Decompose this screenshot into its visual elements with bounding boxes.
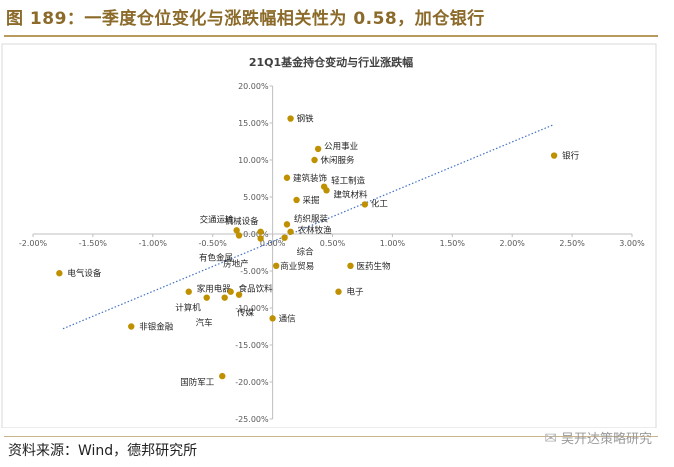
- data-point-label: 家用电器: [197, 284, 232, 295]
- y-tick-label: 15.00%: [238, 119, 269, 128]
- x-tick-label: 1.00%: [380, 239, 406, 248]
- data-point-label: 汽车: [196, 318, 213, 329]
- data-point: [128, 323, 135, 330]
- y-tick-label: -15.00%: [235, 341, 269, 350]
- x-tick-label: 2.00%: [499, 239, 525, 248]
- x-tick-label: 0.00%: [260, 239, 286, 248]
- x-tick-label: -1.50%: [79, 239, 108, 248]
- data-point: [272, 262, 280, 270]
- watermark: ✉ 吴开达策略研究: [544, 428, 652, 448]
- data-point: [287, 228, 294, 235]
- data-point-label: 房地产: [223, 258, 249, 269]
- source-divider: [4, 436, 658, 437]
- y-tick-label: -10.00%: [235, 304, 269, 313]
- data-point-label: 食品饮料: [239, 284, 274, 295]
- data-point-label: 农林牧渔: [298, 225, 333, 236]
- data-point: [235, 291, 243, 298]
- data-point-label: 商业贸易: [280, 261, 314, 272]
- data-point-label: 钢铁: [297, 114, 315, 125]
- y-tick-label: 5.00%: [243, 193, 269, 202]
- data-point-label: 电气设备: [67, 268, 102, 279]
- data-point-label: 建筑材料: [334, 189, 369, 200]
- data-point: [281, 234, 288, 241]
- data-point-label: 公用事业: [324, 141, 358, 152]
- y-tick-labels: 20.00% 15.00% 10.00% 5.00% 0.00% -5.00% -10.00…: [235, 82, 269, 424]
- y-tick-label: -25.00%: [235, 415, 269, 424]
- data-point-label: 休闲服务: [321, 155, 356, 166]
- data-point: [269, 315, 276, 322]
- data-point: [203, 294, 210, 301]
- data-point-label: 轻工制造: [331, 176, 366, 187]
- data-point: [550, 152, 558, 159]
- watermark-text: 吴开达策略研究: [560, 432, 652, 447]
- data-point-label: 银行: [562, 151, 580, 162]
- data-point: [235, 232, 243, 239]
- data-point-label: 计算机: [175, 303, 201, 314]
- data-point: [219, 372, 226, 380]
- data-point: [314, 145, 322, 153]
- data-point-label: 建筑装饰: [293, 173, 328, 184]
- axes: [32, 85, 633, 420]
- data-point-label: 国防军工: [180, 377, 215, 388]
- trendline-group: [62, 123, 555, 330]
- data-point: [283, 174, 291, 181]
- data-point: [347, 262, 354, 270]
- title-divider: [4, 35, 658, 37]
- data-point-label: 综合: [297, 247, 315, 258]
- figure-title: 图 189：一季度仓位变化与涨跌幅相关性为 0.58，加仓银行: [6, 9, 485, 29]
- data-point-label: 有色金属: [199, 252, 233, 263]
- data-point-label: 电子: [346, 287, 364, 298]
- data-point-label: 交通运输: [200, 214, 235, 225]
- data-point-label: 通信: [279, 313, 297, 324]
- data-point: [227, 288, 234, 295]
- y-tick-label: -20.00%: [235, 378, 269, 387]
- chart-frame: [1, 43, 657, 428]
- data-point-label: 化工: [371, 198, 389, 209]
- data-point-label: 传媒: [237, 308, 255, 319]
- x-tick-label: -0.50%: [199, 239, 228, 248]
- trendline: [62, 123, 555, 330]
- data-point: [257, 228, 264, 235]
- x-tick-label: 2.50%: [559, 239, 585, 248]
- y-tick-label: 20.00%: [238, 82, 269, 91]
- data-point: [323, 187, 330, 194]
- x-tick-label: -2.00%: [19, 239, 48, 248]
- y-tick-label: 10.00%: [238, 156, 269, 165]
- data-point: [287, 115, 294, 122]
- scatter-chart: 21Q1基金持仓变动与行业涨跌幅 20.00% 15.00% 10.00% 5.00%…: [1, 43, 657, 428]
- data-point: [361, 201, 369, 208]
- data-point-label: 纺织服装: [294, 213, 329, 224]
- x-tick-labels: -2.00% -1.50% -1.00% -0.50% 0.00% 0.50% 1.00% 1…: [19, 239, 645, 248]
- data-point: [233, 227, 240, 234]
- data-point: [293, 196, 300, 204]
- data-point: [185, 288, 192, 295]
- data-point: [335, 288, 342, 295]
- data-point-label: 非银金融: [139, 322, 174, 333]
- data-point: [257, 235, 264, 242]
- data-point-label: 机械设备: [225, 216, 260, 227]
- data-point-label: 采掘: [303, 195, 320, 206]
- x-tick-label: 0.50%: [320, 239, 346, 248]
- wechat-icon: ✉: [544, 428, 557, 447]
- data-point: [283, 221, 291, 228]
- x-tick-label: 1.50%: [440, 239, 466, 248]
- y-tick-label: 0.00%: [243, 230, 269, 239]
- data-point: [221, 294, 228, 301]
- x-tick-label: -1.00%: [139, 239, 168, 248]
- y-tick-label: -5.00%: [240, 267, 269, 276]
- data-point: [311, 156, 318, 164]
- data-point: [56, 270, 63, 277]
- x-tick-label: 3.00%: [619, 239, 645, 248]
- chart-title: 21Q1基金持仓变动与行业涨跌幅: [249, 55, 413, 69]
- source-note: 资料来源：Wind，德邦研究所: [8, 443, 198, 459]
- data-point-label: 医药生物: [356, 261, 391, 272]
